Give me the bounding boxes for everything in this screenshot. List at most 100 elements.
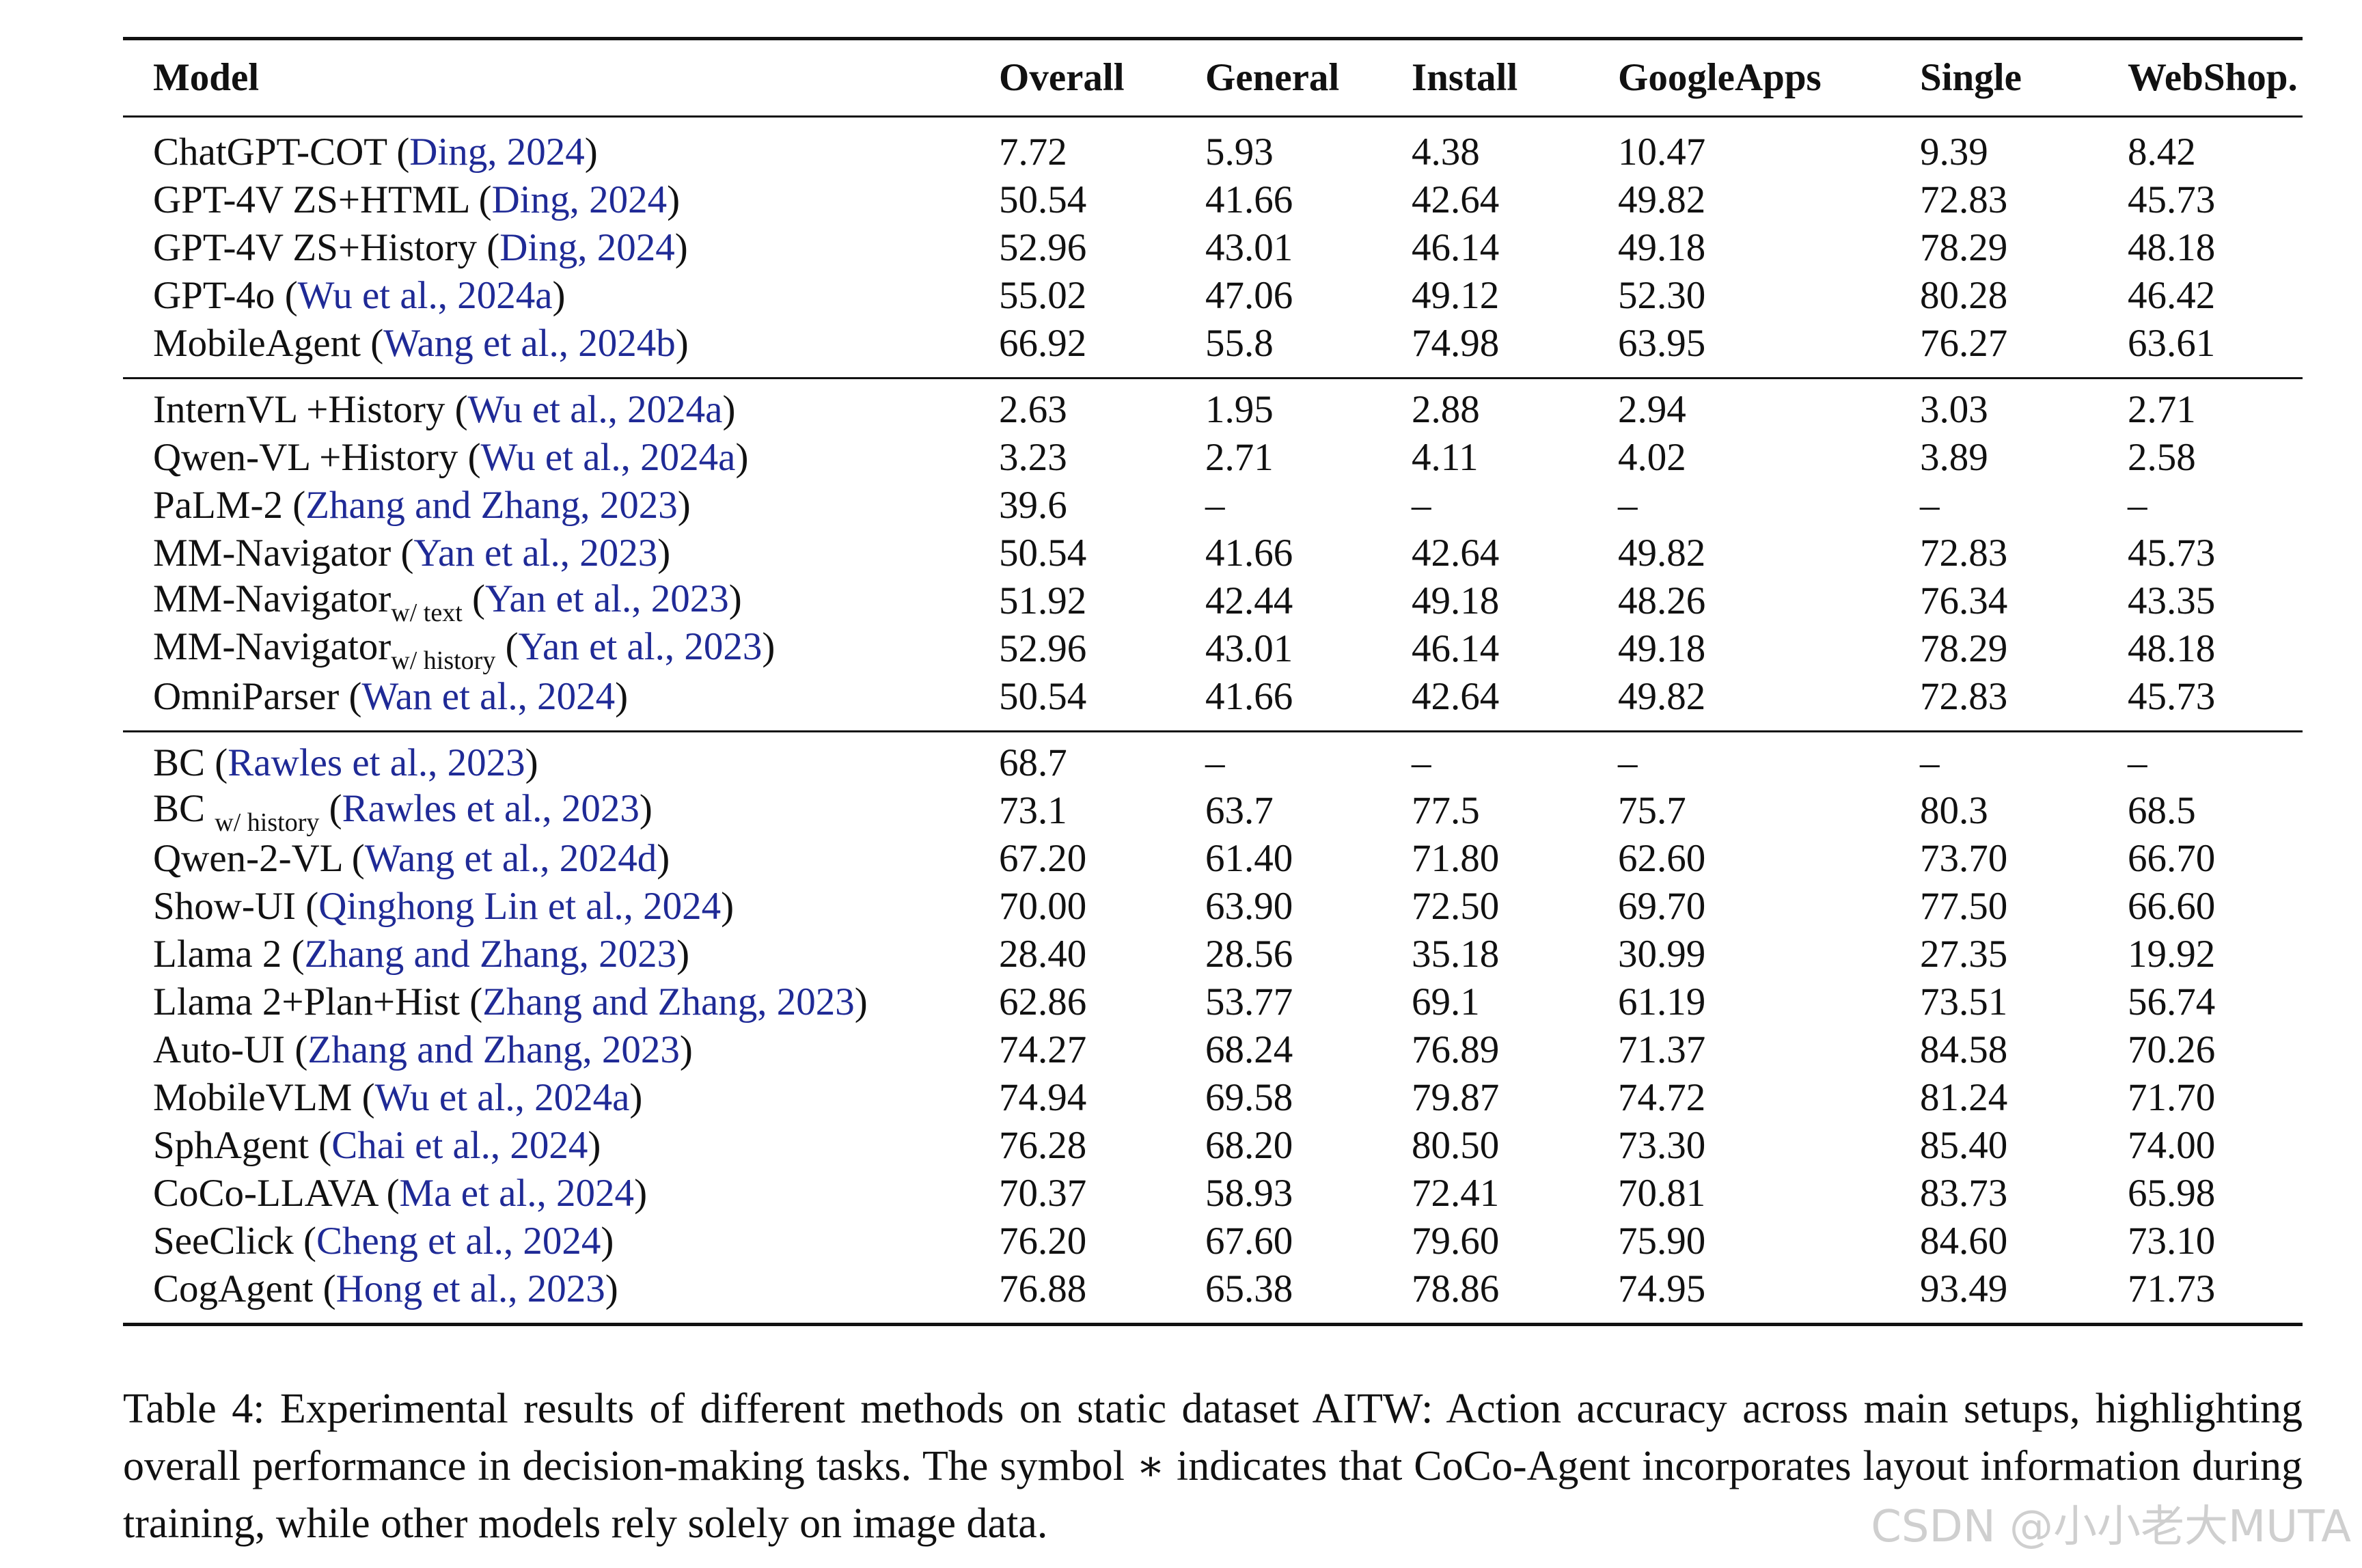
model-name: Show-UI xyxy=(153,885,296,928)
citation-link[interactable]: Wu et al., 2024a xyxy=(374,1076,630,1119)
score-cell: 52.96 xyxy=(999,627,1087,670)
score-cell: 7.72 xyxy=(999,130,1067,174)
citation-link[interactable]: Qinghong Lin et al., 2024 xyxy=(318,885,722,928)
score-cell: 4.11 xyxy=(1412,436,1479,479)
model-cell: MobileVLM (Wu et al., 2024a) xyxy=(153,1076,643,1119)
model-cell: PaLM-2 (Zhang and Zhang, 2023) xyxy=(153,484,691,527)
citation-link[interactable]: Cheng et al., 2024 xyxy=(316,1220,601,1263)
citation-link[interactable]: Wan et al., 2024 xyxy=(361,675,616,718)
score-cell: 80.3 xyxy=(1920,789,1988,832)
model-variant-subscript: w/ history xyxy=(391,646,496,675)
table-row: MM-Navigatorw/ text (Yan et al., 2023) 51… xyxy=(123,577,2303,627)
score-cell: 41.66 xyxy=(1205,675,1293,718)
score-cell: 76.20 xyxy=(999,1220,1087,1263)
model-name: MM-Navigator xyxy=(153,532,392,575)
score-cell: 76.34 xyxy=(1920,579,2008,622)
citation-link[interactable]: Yan et al., 2023 xyxy=(413,532,658,575)
score-cell: 75.7 xyxy=(1618,789,1686,832)
model-cell: Auto-UI (Zhang and Zhang, 2023) xyxy=(153,1028,693,1071)
score-cell: 41.66 xyxy=(1205,532,1293,575)
score-cell: 69.58 xyxy=(1205,1076,1293,1119)
model-name: MobileVLM xyxy=(153,1076,353,1119)
citation-link[interactable]: Zhang and Zhang, 2023 xyxy=(307,1028,680,1071)
score-cell: 84.60 xyxy=(1920,1220,2008,1263)
model-cell: CoCo-LLAVA (Ma et al., 2024) xyxy=(153,1172,648,1215)
score-cell: 43.01 xyxy=(1205,226,1293,269)
score-cell: 52.30 xyxy=(1618,274,1706,317)
citation-link[interactable]: Ma et al., 2024 xyxy=(399,1172,635,1215)
score-cell: 70.26 xyxy=(2128,1028,2216,1071)
score-cell: 2.71 xyxy=(1205,436,1274,479)
citation-link[interactable]: Zhang and Zhang, 2023 xyxy=(304,933,677,976)
citation-link[interactable]: Rawles et al., 2023 xyxy=(342,787,640,830)
score-cell: 76.88 xyxy=(999,1267,1087,1310)
score-cell: – xyxy=(1412,741,1431,784)
table-row: Qwen-2-VL (Wang et al., 2024d) 67.20 61.40… xyxy=(123,835,2303,883)
table-group: BC (Rawles et al., 2023) 68.7– – – – – BC w/ h… xyxy=(123,732,2303,1323)
score-cell: 4.02 xyxy=(1618,436,1686,479)
score-cell: 42.64 xyxy=(1412,178,1500,221)
model-name: Llama 2+Plan+Hist xyxy=(153,980,460,1023)
score-cell: 68.5 xyxy=(2128,789,2196,832)
model-name: GPT-4o xyxy=(153,274,275,317)
citation-link[interactable]: Hong et al., 2023 xyxy=(335,1267,605,1310)
citation-link[interactable]: Wang et al., 2024b xyxy=(383,322,676,365)
model-variant-subscript: w/ history xyxy=(215,808,320,837)
model-name: Qwen-VL +History xyxy=(153,436,458,479)
citation-link[interactable]: Wang et al., 2024d xyxy=(364,837,657,880)
score-cell: 41.66 xyxy=(1205,178,1293,221)
score-cell: 61.19 xyxy=(1618,980,1706,1023)
citation-link[interactable]: Yan et al., 2023 xyxy=(484,577,729,620)
score-cell: 76.27 xyxy=(1920,322,2008,365)
table-row: Llama 2+Plan+Hist (Zhang and Zhang, 2023… xyxy=(123,978,2303,1026)
model-cell: MM-Navigatorw/ history (Yan et al., 2023… xyxy=(153,625,775,675)
score-cell: 81.24 xyxy=(1920,1076,2008,1119)
table-row: MM-Navigator (Yan et al., 2023) 50.54 41.6… xyxy=(123,529,2303,577)
score-cell: 85.40 xyxy=(1920,1124,2008,1167)
table-row: GPT-4o (Wu et al., 2024a) 55.02 47.06 49.12… xyxy=(123,272,2303,320)
citation-link[interactable]: Wu et al., 2024a xyxy=(480,436,736,479)
citation-link[interactable]: Ding, 2024 xyxy=(491,178,668,221)
score-cell: – xyxy=(2128,741,2147,784)
model-name: SeeClick xyxy=(153,1220,294,1263)
table-row: Show-UI (Qinghong Lin et al., 2024) 70.00… xyxy=(123,883,2303,931)
table-group: ChatGPT-COT (Ding, 2024) 7.72 5.93 4.38 10.4… xyxy=(123,118,2303,377)
score-cell: 73.70 xyxy=(1920,837,2008,880)
citation-link[interactable]: Wu et al., 2024a xyxy=(297,274,553,317)
model-name: GPT-4V ZS+History xyxy=(153,226,477,269)
model-name: OmniParser xyxy=(153,675,340,718)
score-cell: 79.87 xyxy=(1412,1076,1500,1119)
watermark: CSDN @小小老大MUTA xyxy=(1871,1502,2351,1552)
citation-link[interactable]: Ding, 2024 xyxy=(409,130,585,174)
score-cell: – xyxy=(1618,741,1638,784)
score-cell: 27.35 xyxy=(1920,933,2008,976)
model-name: Qwen-2-VL xyxy=(153,837,342,880)
score-cell: 80.28 xyxy=(1920,274,2008,317)
citation-link[interactable]: Yan et al., 2023 xyxy=(518,625,763,668)
score-cell: 2.94 xyxy=(1618,388,1686,431)
score-cell: 74.98 xyxy=(1412,322,1500,365)
top-rule xyxy=(123,37,2303,40)
citation-link[interactable]: Zhang and Zhang, 2023 xyxy=(305,484,678,527)
citation-link[interactable]: Wu et al., 2024a xyxy=(467,388,723,431)
citation-link[interactable]: Zhang and Zhang, 2023 xyxy=(482,980,855,1023)
table-body: ChatGPT-COT (Ding, 2024) 7.72 5.93 4.38 10.4… xyxy=(123,118,2303,1323)
citation-link[interactable]: Ding, 2024 xyxy=(499,226,675,269)
model-name: MobileAgent xyxy=(153,322,361,365)
group-rule xyxy=(123,730,2303,732)
score-cell: 68.20 xyxy=(1205,1124,1293,1167)
score-cell: 56.74 xyxy=(2128,980,2216,1023)
table-row: BC w/ history (Rawles et al., 2023) 73.1 6… xyxy=(123,787,2303,837)
citation-link[interactable]: Chai et al., 2024 xyxy=(331,1124,588,1167)
model-name: CoCo-LLAVA xyxy=(153,1172,377,1215)
score-cell: 62.86 xyxy=(999,980,1087,1023)
model-name: Llama 2 xyxy=(153,933,282,976)
score-cell: 51.92 xyxy=(999,579,1087,622)
citation-link[interactable]: Rawles et al., 2023 xyxy=(228,741,525,784)
model-cell: MobileAgent (Wang et al., 2024b) xyxy=(153,322,689,365)
model-cell: BC w/ history (Rawles et al., 2023) xyxy=(153,787,653,837)
score-cell: 74.94 xyxy=(999,1076,1087,1119)
score-cell: 2.58 xyxy=(2128,436,2196,479)
score-cell: 66.92 xyxy=(999,322,1087,365)
score-cell: 83.73 xyxy=(1920,1172,2008,1215)
